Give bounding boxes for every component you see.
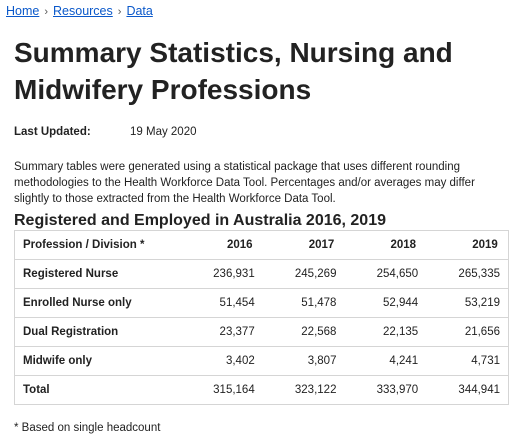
breadcrumb: Home › Resources › Data <box>6 3 153 20</box>
cell-value: 333,970 <box>344 375 427 405</box>
cell-value: 53,219 <box>426 288 509 318</box>
intro-paragraph: Summary tables were generated using a st… <box>14 161 475 205</box>
table-row-total: Total 315,164 323,122 333,970 344,941 <box>14 375 509 405</box>
statistics-table: Profession / Division * 2016 2017 2018 2… <box>14 230 509 405</box>
cell-value: 4,241 <box>344 346 427 376</box>
table-row: Dual Registration 23,377 22,568 22,135 2… <box>14 317 509 347</box>
table-title: Registered and Employed in Australia 201… <box>14 212 386 229</box>
cell-value: 245,269 <box>262 259 345 289</box>
cell-value: 23,377 <box>181 317 263 347</box>
column-header-2016: 2016 <box>181 230 263 260</box>
cell-value: 22,135 <box>344 317 427 347</box>
table-header-row: Profession / Division * 2016 2017 2018 2… <box>14 230 509 260</box>
cell-value: 21,656 <box>426 317 509 347</box>
cell-value: 51,454 <box>181 288 263 318</box>
table-row: Registered Nurse 236,931 245,269 254,650… <box>14 259 509 289</box>
cell-value: 51,478 <box>262 288 345 318</box>
cell-value: 22,568 <box>262 317 345 347</box>
breadcrumb-resources-link[interactable]: Resources <box>53 4 113 18</box>
last-updated: Last Updated: 19 May 2020 <box>14 125 197 139</box>
cell-value: 3,402 <box>181 346 263 376</box>
footnote: * Based on single headcount <box>14 422 161 434</box>
row-label: Midwife only <box>14 346 181 376</box>
breadcrumb-separator: › <box>44 6 49 18</box>
page-title: Summary Statistics, Nursing and Midwifer… <box>14 37 453 105</box>
cell-value: 315,164 <box>181 375 263 405</box>
column-header-2019: 2019 <box>426 230 509 260</box>
table-row: Enrolled Nurse only 51,454 51,478 52,944… <box>14 288 509 318</box>
row-label: Registered Nurse <box>14 259 181 289</box>
cell-value: 52,944 <box>344 288 427 318</box>
breadcrumb-home-link[interactable]: Home <box>6 4 40 18</box>
breadcrumb-data-link[interactable]: Data <box>126 4 153 18</box>
table-row: Midwife only 3,402 3,807 4,241 4,731 <box>14 346 509 376</box>
row-label: Dual Registration <box>14 317 181 347</box>
cell-value: 3,807 <box>262 346 345 376</box>
last-updated-label: Last Updated: <box>14 126 91 138</box>
cell-value: 236,931 <box>181 259 263 289</box>
column-header-2017: 2017 <box>262 230 345 260</box>
last-updated-value: 19 May 2020 <box>130 126 197 138</box>
cell-value: 4,731 <box>426 346 509 376</box>
row-label: Enrolled Nurse only <box>14 288 181 318</box>
cell-value: 254,650 <box>344 259 427 289</box>
row-label: Total <box>14 375 181 405</box>
cell-value: 344,941 <box>426 375 509 405</box>
cell-value: 323,122 <box>262 375 345 405</box>
breadcrumb-separator: › <box>117 6 122 18</box>
column-header-profession: Profession / Division * <box>14 230 181 260</box>
cell-value: 265,335 <box>426 259 509 289</box>
column-header-2018: 2018 <box>344 230 427 260</box>
